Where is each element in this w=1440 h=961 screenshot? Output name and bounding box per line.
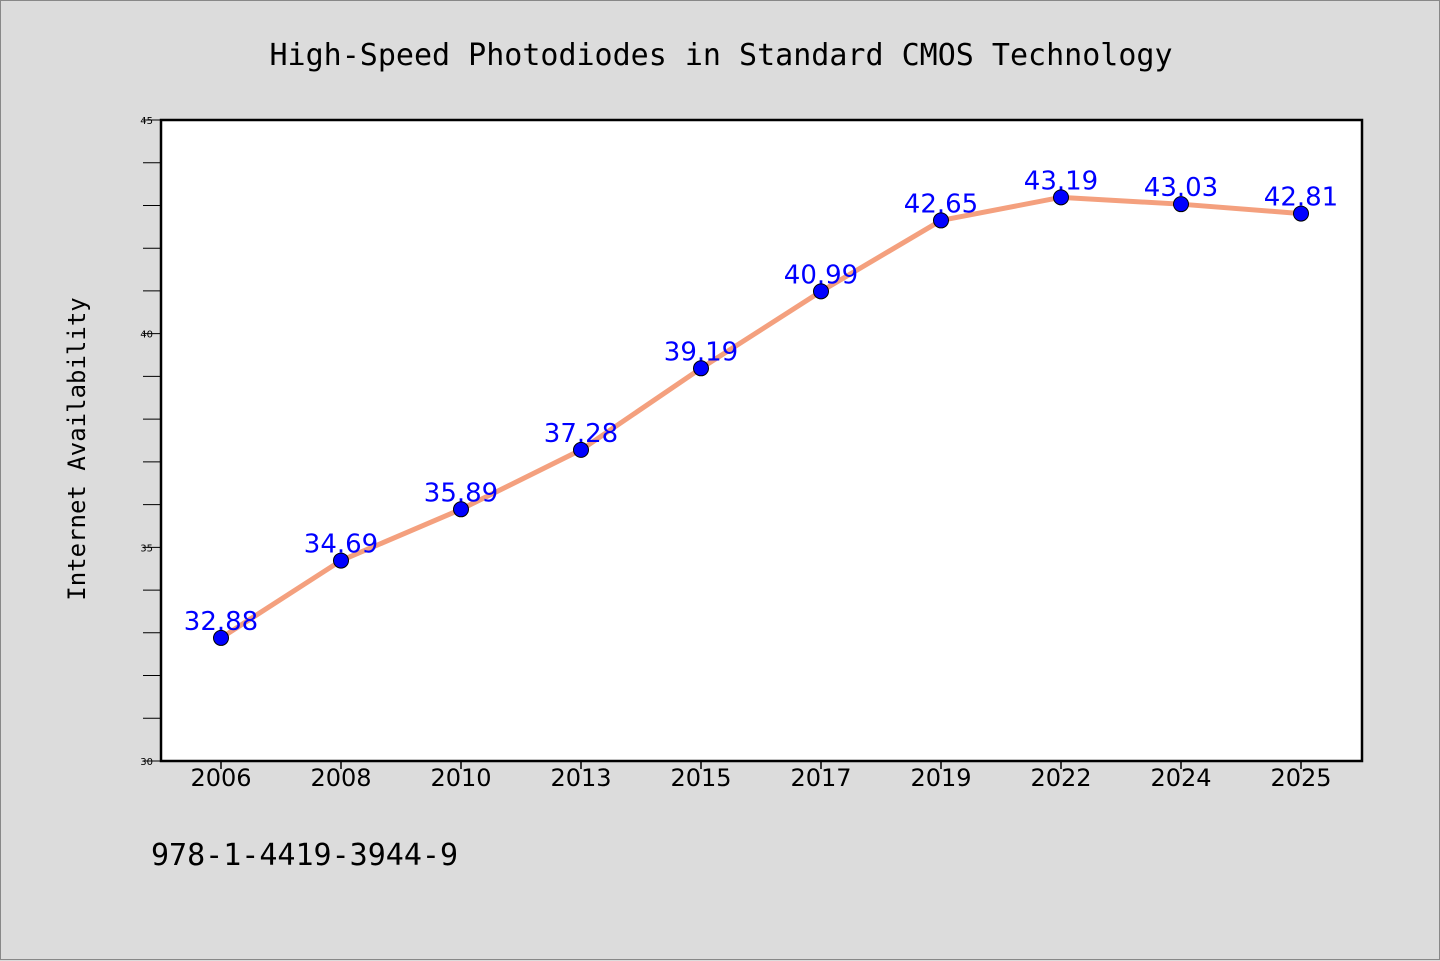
x-tick-label: 2010 xyxy=(430,764,491,792)
data-label: 43.03 xyxy=(1144,173,1218,203)
data-point xyxy=(1293,205,1309,222)
data-point xyxy=(813,283,829,300)
data-label: 40.99 xyxy=(784,260,858,290)
data-point xyxy=(573,441,589,458)
y-tick-label: 35 xyxy=(140,543,153,554)
series-line xyxy=(219,194,1302,641)
x-axis: 2006 2008 2010 2013 2015 2017 2019 2022 2024 2025 xyxy=(190,761,1332,792)
x-tick-label: 2019 xyxy=(910,764,971,792)
x-tick-label: 2022 xyxy=(1030,764,1091,792)
y-tick-label: 30 xyxy=(140,757,153,768)
x-tick-label: 2015 xyxy=(670,764,731,792)
data-label: 37.28 xyxy=(544,419,618,449)
data-point xyxy=(693,360,709,377)
y-axis-label: Internet Availability xyxy=(63,297,91,600)
y-axis: 30 35 40 45 xyxy=(140,116,161,768)
x-tick-label: 2017 xyxy=(790,764,851,792)
data-label: 42.81 xyxy=(1264,183,1338,213)
data-point xyxy=(1173,196,1189,213)
data-label: 43.19 xyxy=(1024,166,1098,196)
data-point xyxy=(1053,189,1069,206)
isbn-footer: 978-1-4419-3944-9 xyxy=(151,838,458,873)
data-point xyxy=(213,629,229,646)
series-group xyxy=(213,189,1309,646)
x-tick-label: 2024 xyxy=(1150,764,1211,792)
y-tick-label: 40 xyxy=(140,330,153,341)
chart-title: High-Speed Photodiodes in Standard CMOS … xyxy=(269,38,1172,73)
data-label: 34.69 xyxy=(304,530,378,560)
x-tick-label: 2013 xyxy=(550,764,611,792)
x-tick-label: 2008 xyxy=(310,764,371,792)
data-label: 42.65 xyxy=(904,189,978,219)
data-point xyxy=(453,501,469,518)
data-label: 39.19 xyxy=(664,337,738,367)
data-label: 35.89 xyxy=(424,478,498,508)
data-label: 32.88 xyxy=(184,607,258,637)
y-tick-label: 45 xyxy=(140,116,153,127)
plot-area xyxy=(159,118,1364,763)
data-point xyxy=(333,552,349,569)
x-tick-label: 2006 xyxy=(190,764,251,792)
data-labels-group: 32.88 34.69 35.89 37.28 39.19 40.99 42.65 43.19… xyxy=(184,166,1338,637)
data-point xyxy=(933,212,949,229)
x-tick-label: 2025 xyxy=(1270,764,1331,792)
